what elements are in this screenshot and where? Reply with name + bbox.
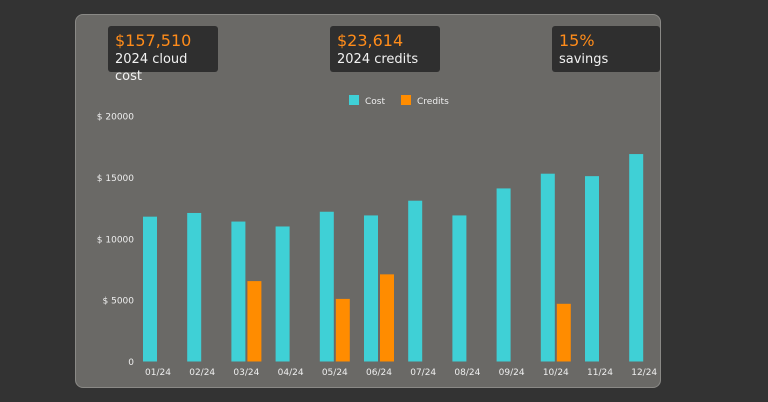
legend-label: Credits — [417, 97, 449, 107]
y-tick-label: 0 — [128, 358, 134, 368]
legend-swatch-credits — [401, 95, 411, 105]
bar-cost — [585, 176, 599, 362]
kpi-value: 15% — [559, 31, 595, 50]
kpi-value: $157,510 — [115, 31, 192, 50]
x-tick-label: 06/24 — [366, 368, 392, 378]
bar-cost — [319, 211, 334, 362]
bar-cost — [275, 226, 290, 362]
bar-cost — [408, 200, 423, 362]
y-tick-label: $ 20000 — [97, 113, 134, 123]
x-tick-label: 10/24 — [543, 368, 569, 378]
x-tick-label: 09/24 — [499, 368, 525, 378]
bar-cost — [143, 216, 157, 362]
y-tick-label: $ 10000 — [97, 235, 134, 245]
x-tick-label: 12/24 — [631, 368, 657, 378]
y-tick-label: $ 15000 — [97, 174, 134, 184]
x-tick-label: 07/24 — [410, 368, 436, 378]
x-tick-label: 11/24 — [587, 368, 613, 378]
x-tick-label: 01/24 — [145, 368, 171, 378]
kpi-label: savings — [559, 52, 609, 67]
kpi-label: 2024 credits — [337, 52, 419, 67]
x-tick-label: 05/24 — [322, 368, 348, 378]
legend-swatch-cost — [349, 95, 359, 105]
x-tick-label: 08/24 — [454, 368, 480, 378]
bar-credits — [380, 274, 394, 362]
x-tick-label: 03/24 — [233, 368, 259, 378]
bar-cost — [452, 215, 467, 362]
bar-cost — [540, 173, 555, 362]
bar-credits — [247, 281, 262, 362]
y-tick-label: $ 5000 — [103, 297, 135, 307]
bar-cost — [231, 221, 246, 362]
bar-credits — [556, 303, 571, 362]
kpi-value: $23,614 — [337, 31, 404, 50]
kpi-cloud-cost: $157,510 2024 cloud cost — [108, 26, 218, 84]
x-tick-label: 02/24 — [189, 368, 215, 378]
bar-cost — [364, 215, 378, 362]
bar-cost — [187, 212, 202, 362]
kpi-savings: 15% savings — [552, 26, 660, 72]
bar-cost — [629, 154, 644, 362]
x-tick-label: 04/24 — [278, 368, 304, 378]
kpi-label: 2024 cloud cost — [115, 52, 188, 84]
legend-label: Cost — [365, 97, 385, 107]
bar-credits — [335, 298, 350, 362]
kpi-credits: $23,614 2024 credits — [330, 26, 440, 72]
bar-cost — [496, 188, 511, 362]
